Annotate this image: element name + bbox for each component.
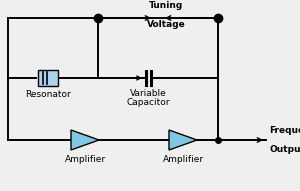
Text: Frequency: Frequency bbox=[269, 126, 300, 135]
Text: Amplifier: Amplifier bbox=[64, 155, 106, 164]
Text: Resonator: Resonator bbox=[25, 90, 71, 99]
Bar bbox=[38, 70, 58, 86]
Text: Voltage: Voltage bbox=[147, 20, 185, 29]
Text: Tuning: Tuning bbox=[149, 1, 183, 10]
Polygon shape bbox=[71, 130, 99, 150]
Text: Capacitor: Capacitor bbox=[126, 98, 170, 107]
Polygon shape bbox=[169, 130, 197, 150]
Text: Output: Output bbox=[269, 145, 300, 154]
Text: Amplifier: Amplifier bbox=[162, 155, 204, 164]
Text: Variable: Variable bbox=[130, 89, 166, 98]
